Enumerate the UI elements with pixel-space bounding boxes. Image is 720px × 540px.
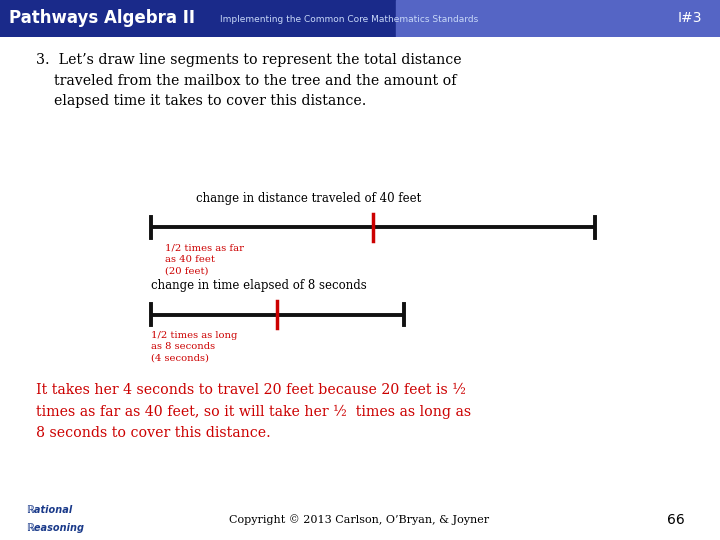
Bar [0, 0, 396, 37]
Text: ℝational: ℝational [26, 505, 72, 515]
Bar [396, 0, 720, 37]
Text: I#3: I#3 [678, 11, 702, 25]
Text: 3.  Let’s draw line segments to represent the total distance
    traveled from t: 3. Let’s draw line segments to represent… [36, 53, 462, 107]
Text: ℝeasoning: ℝeasoning [26, 523, 84, 533]
Text: Implementing the Common Core Mathematics Standards: Implementing the Common Core Mathematics… [220, 15, 478, 24]
Text: change in time elapsed of 8 seconds: change in time elapsed of 8 seconds [150, 279, 366, 292]
Text: Copyright © 2013 Carlson, O’Bryan, & Joyner: Copyright © 2013 Carlson, O’Bryan, & Joy… [229, 515, 489, 525]
Text: 1/2 times as far
as 40 feet
(20 feet): 1/2 times as far as 40 feet (20 feet) [165, 244, 243, 275]
Text: It takes her 4 seconds to travel 20 feet because 20 feet is ½
times as far as 40: It takes her 4 seconds to travel 20 feet… [36, 383, 472, 440]
Text: 66: 66 [667, 513, 685, 527]
Text: 1/2 times as long
as 8 seconds
(4 seconds): 1/2 times as long as 8 seconds (4 second… [150, 330, 237, 362]
Text: Pathways Algebra II: Pathways Algebra II [9, 9, 194, 27]
Text: change in distance traveled of 40 feet: change in distance traveled of 40 feet [196, 192, 421, 205]
